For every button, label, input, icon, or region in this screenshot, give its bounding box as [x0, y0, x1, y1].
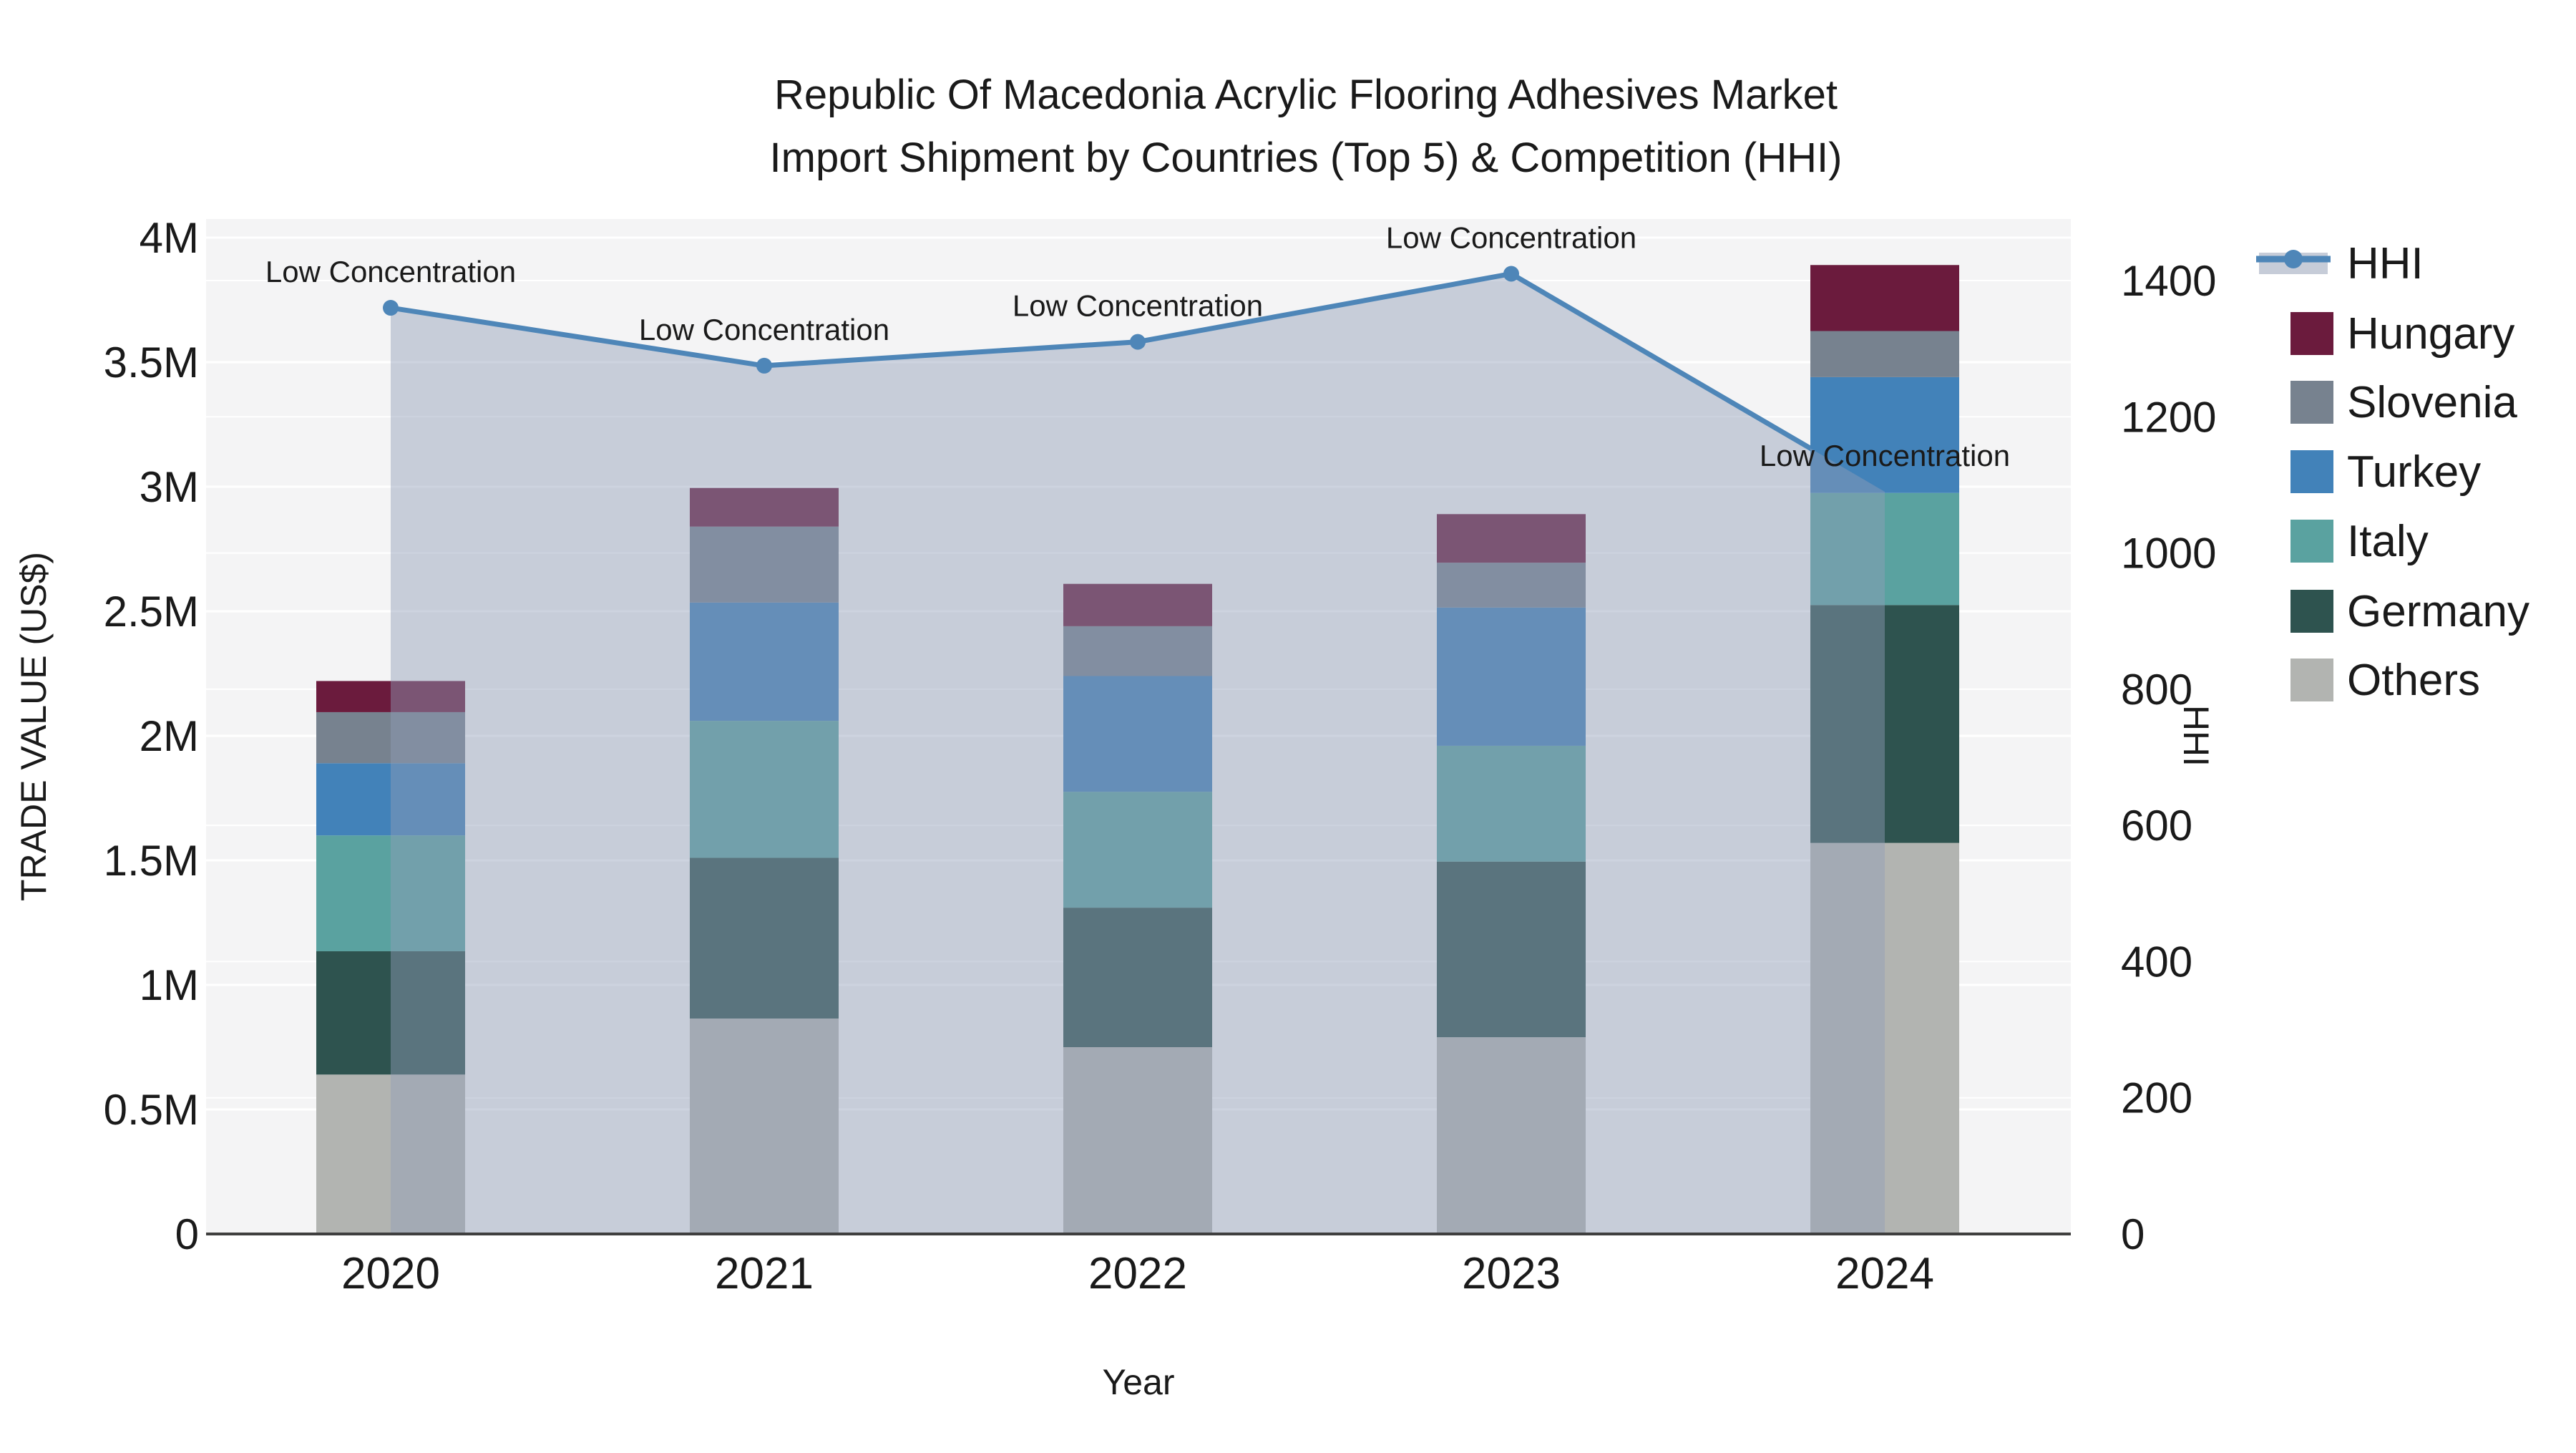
annotation-2023: Low Concentration	[1386, 220, 1636, 254]
legend-item-turkey[interactable]: Turkey	[2290, 447, 2481, 497]
bar-segment-hungary-2022	[1063, 583, 1212, 626]
y-right-tick-label: 1400	[2121, 257, 2216, 305]
bar-segment-hungary-2023	[1437, 514, 1586, 563]
legend-label: Others	[2347, 656, 2480, 705]
y-right-tick-label: 600	[2121, 802, 2192, 850]
legend-item-hhi[interactable]: HHI	[2256, 239, 2424, 288]
legend-label: Hungary	[2347, 309, 2514, 359]
legend-label: Turkey	[2347, 447, 2481, 497]
bar-segment-italy-2023	[1437, 745, 1586, 862]
annotation-2022: Low Concentration	[1013, 289, 1263, 323]
y-right-tick-label: 200	[2121, 1074, 2192, 1122]
legend-label: Italy	[2347, 517, 2429, 566]
bar-segment-others-2021	[690, 1018, 839, 1234]
y-left-tick-label: 1.5M	[104, 837, 199, 885]
bar-segment-hungary-2024	[1810, 265, 1959, 331]
bar-segment-turkey-2022	[1063, 676, 1212, 792]
y-left-tick-label: 0	[175, 1210, 199, 1258]
bar-segment-italy-2020	[316, 835, 465, 952]
bar-segment-germany-2024	[1810, 605, 1959, 843]
legend-item-italy[interactable]: Italy	[2290, 517, 2429, 566]
x-tick-label-2021: 2021	[715, 1249, 814, 1298]
bar-segment-germany-2021	[690, 857, 839, 1019]
y-right-tick-label: 400	[2121, 938, 2192, 986]
y-left-tick-label: 2M	[140, 712, 199, 760]
bar-segment-germany-2020	[316, 951, 465, 1075]
y-left-tick-label: 4M	[140, 214, 199, 262]
y-right-axis-title: HHI	[2176, 705, 2216, 767]
y-left-tick-label: 3M	[140, 463, 199, 511]
x-tick-label-2024: 2024	[1835, 1249, 1934, 1298]
hhi-marker-2022	[1130, 334, 1146, 350]
y-right-tick-label: 1000	[2121, 530, 2216, 578]
bar-segment-turkey-2023	[1437, 607, 1586, 746]
chart-title-line1: Republic Of Macedonia Acrylic Flooring A…	[774, 72, 1838, 118]
x-tick-label-2022: 2022	[1088, 1249, 1187, 1298]
bar-segment-others-2022	[1063, 1047, 1212, 1234]
legend-item-hungary[interactable]: Hungary	[2290, 309, 2514, 359]
bar-segment-others-2020	[316, 1074, 465, 1234]
legend-swatch-icon	[2290, 381, 2333, 424]
legend-label: Slovenia	[2347, 378, 2517, 427]
y-left-tick-label: 2.5M	[104, 588, 199, 636]
bar-segment-italy-2021	[690, 721, 839, 858]
bar-segment-slovenia-2023	[1437, 563, 1586, 608]
annotation-2021: Low Concentration	[639, 313, 889, 346]
y-right-tick-label: 0	[2121, 1210, 2145, 1258]
hhi-area-fill	[391, 273, 1885, 1234]
y-left-tick-label: 3.5M	[104, 339, 199, 387]
plot-area: Low Concentration Low Concentration Low Co…	[104, 214, 2217, 1298]
bar-segment-slovenia-2024	[1810, 331, 1959, 377]
legend-swatch-icon	[2290, 590, 2333, 633]
legend-item-germany[interactable]: Germany	[2290, 587, 2529, 636]
annotation-2020: Low Concentration	[265, 255, 516, 288]
legend-swatch-icon	[2290, 312, 2333, 355]
legend-swatch-icon	[2290, 450, 2333, 493]
bar-segment-hungary-2021	[690, 487, 839, 527]
bar-segment-germany-2023	[1437, 861, 1586, 1038]
annotation-2024: Low Concentration	[1760, 439, 2010, 472]
hhi-legend-marker-icon	[2284, 250, 2303, 268]
x-tick-label-2020: 2020	[341, 1249, 440, 1298]
legend-label: HHI	[2347, 239, 2424, 288]
bar-segment-turkey-2024	[1810, 376, 1959, 493]
legend-swatch-icon	[2290, 520, 2333, 563]
legend-item-slovenia[interactable]: Slovenia	[2290, 378, 2517, 427]
y-left-axis-title: TRADE VALUE (US$)	[14, 552, 54, 901]
bar-segment-turkey-2021	[690, 602, 839, 721]
hhi-marker-2021	[756, 357, 772, 374]
chart-title-line2: Import Shipment by Countries (Top 5) & C…	[770, 135, 1843, 181]
bar-segment-others-2024	[1810, 842, 1959, 1234]
legend-label: Germany	[2347, 587, 2529, 636]
x-axis-title: Year	[1102, 1362, 1174, 1402]
bar-segment-turkey-2020	[316, 763, 465, 836]
hhi-line-group	[383, 266, 1810, 452]
bar-segment-slovenia-2020	[316, 711, 465, 764]
bar-segment-italy-2024	[1810, 492, 1959, 606]
bar-segment-slovenia-2021	[690, 526, 839, 603]
bar-segment-others-2023	[1437, 1037, 1586, 1234]
x-tick-label-2023: 2023	[1462, 1249, 1561, 1298]
hhi-marker-2023	[1503, 266, 1519, 282]
bar-segment-germany-2022	[1063, 908, 1212, 1047]
y-left-tick-label: 1M	[140, 961, 199, 1009]
y-left-tick-label: 0.5M	[104, 1086, 199, 1134]
legend-swatch-icon	[2290, 659, 2333, 701]
legend: HHI Hungary Slovenia Turkey Italy Germany Othe…	[2256, 239, 2529, 705]
bar-segment-hungary-2020	[316, 681, 465, 712]
y-right-tick-label: 1200	[2121, 393, 2216, 441]
hhi-marker-2020	[383, 300, 399, 316]
legend-item-others[interactable]: Others	[2290, 656, 2480, 705]
bar-segment-italy-2022	[1063, 792, 1212, 908]
y-right-tick-label: 800	[2121, 666, 2192, 714]
bar-segment-slovenia-2022	[1063, 626, 1212, 676]
